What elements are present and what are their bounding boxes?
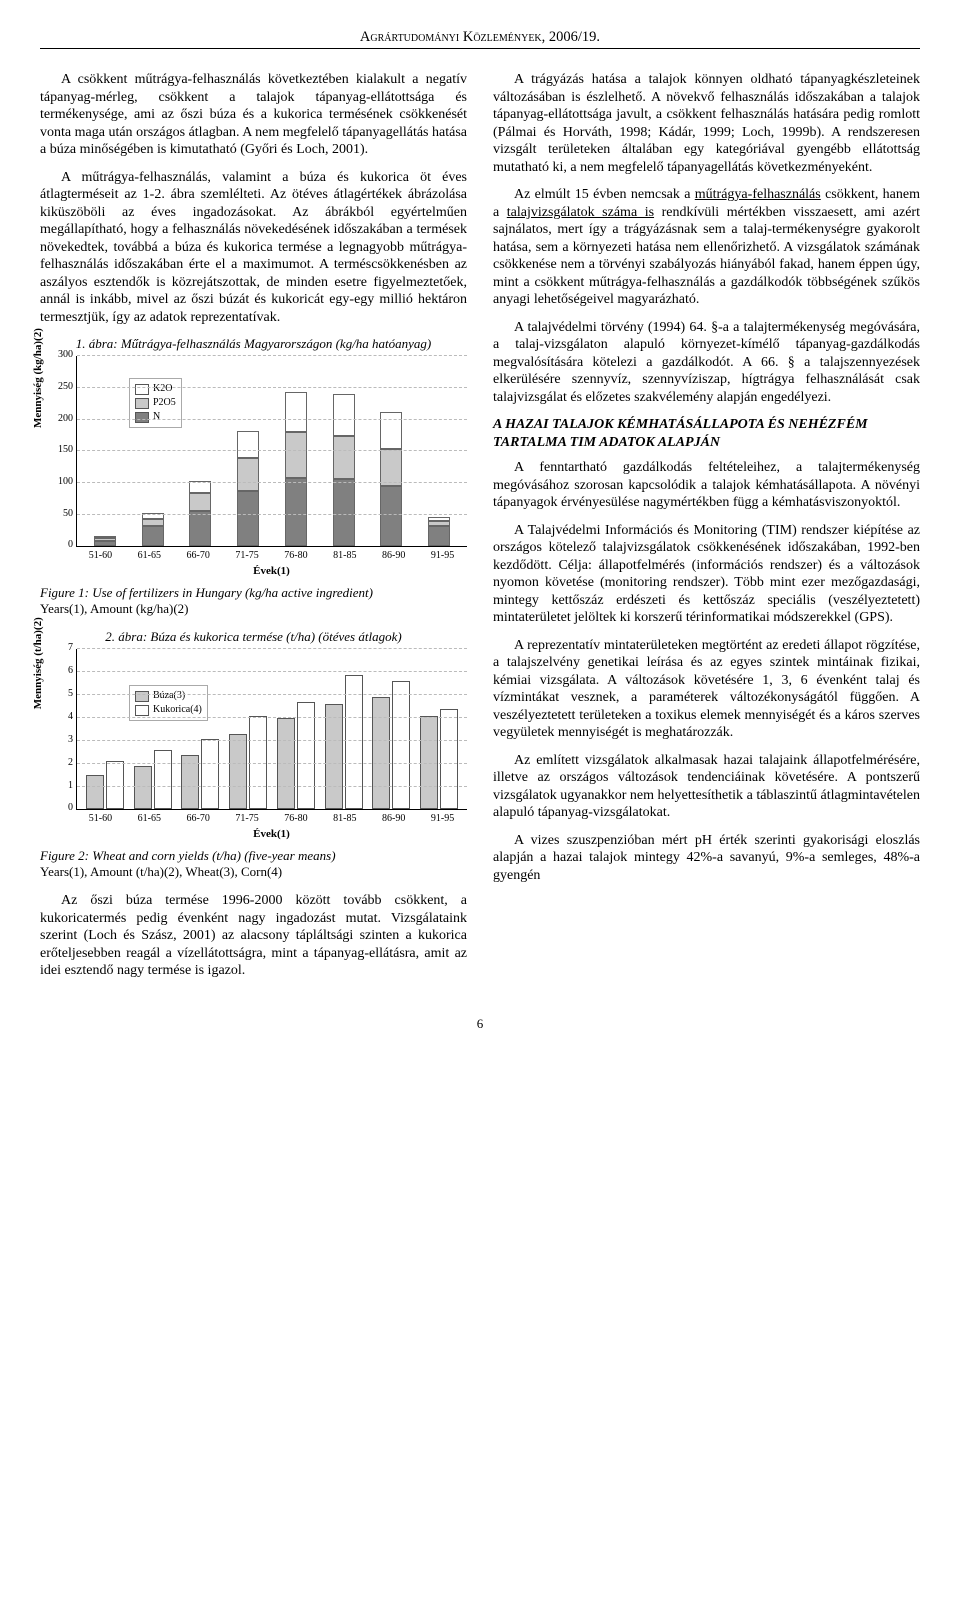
- right-para-6: A reprezentatív mintaterületeken megtört…: [493, 637, 920, 742]
- fig1-sub: Years(1), Amount (kg/ha)(2): [40, 601, 467, 617]
- fig2-sub: Years(1), Amount (t/ha)(2), Wheat(3), Co…: [40, 864, 467, 880]
- right-column: A trágyázás hatása a talajok könnyen old…: [493, 71, 920, 990]
- chart1-bar: [380, 412, 402, 546]
- right-para-2c: rendkívüli mértékben visszaesett, ami az…: [493, 205, 920, 308]
- chart2-bar-group: [277, 702, 315, 809]
- chart2-bar-group: [372, 681, 410, 809]
- chart1-x-axis: 51-6061-6566-7071-7576-8081-8586-9091-95: [76, 550, 467, 563]
- right-para-3: A talajvédelmi törvény (1994) 64. §-a a …: [493, 319, 920, 407]
- left-para-3: Az őszi búza termése 1996-2000 között to…: [40, 892, 467, 980]
- right-para-5: A Talajvédelmi Információs és Monitoring…: [493, 522, 920, 627]
- left-column: A csökkent műtrágya-felhasználás követke…: [40, 71, 467, 990]
- section-title: A HAZAI TALAJOK KÉMHATÁSÁLLAPOTA ÉS NEHÉ…: [493, 416, 920, 451]
- chart2-bar-group: [134, 750, 172, 809]
- chart2-x-title: Évek(1): [76, 828, 467, 842]
- fig2-title: 2. ábra: Búza és kukorica termése (t/ha)…: [40, 629, 467, 645]
- chart1-bar: [237, 431, 259, 546]
- chart2-x-axis: 51-6061-6566-7071-7576-8081-8586-9091-95: [76, 813, 467, 826]
- right-para-2a: Az elmúlt 15 évben nemcsak a: [514, 187, 695, 202]
- right-para-4: A fenntartható gazdálkodás feltételeihez…: [493, 459, 920, 512]
- page-number: 6: [40, 1016, 920, 1032]
- chart-1: Mennyiség (kg/ha)(2) K2OP2O5N 0501001502…: [40, 356, 467, 578]
- left-para-1: A csökkent műtrágya-felhasználás követke…: [40, 71, 467, 159]
- chart1-bar: [333, 394, 355, 546]
- fig1-title: 1. ábra: Műtrágya-felhasználás Magyarors…: [40, 336, 467, 352]
- right-para-1: A trágyázás hatása a talajok könnyen old…: [493, 71, 920, 176]
- chart1-bar: [142, 513, 164, 546]
- chart1-bar: [94, 536, 116, 546]
- chart1-plot: K2OP2O5N 050100150200250300: [76, 356, 467, 547]
- chart-2: Mennyiség (t/ha)(2) Búza(3)Kukorica(4) 0…: [40, 649, 467, 841]
- fig1-caption: Figure 1: Use of fertilizers in Hungary …: [40, 585, 467, 601]
- chart2-plot: Búza(3)Kukorica(4) 01234567: [76, 649, 467, 810]
- chart1-bar: [285, 392, 307, 547]
- chart1-bar: [428, 517, 450, 546]
- right-para-8: A vizes szuszpenzióban mért pH érték sze…: [493, 832, 920, 885]
- page-header: Agrártudományi Közlemények, 2006/19.: [40, 28, 920, 49]
- two-column-layout: A csökkent műtrágya-felhasználás követke…: [40, 71, 920, 990]
- fig2-caption: Figure 2: Wheat and corn yields (t/ha) (…: [40, 848, 467, 864]
- chart2-bar-group: [181, 739, 219, 810]
- underline-2: talajvizsgálatok száma is: [507, 205, 654, 220]
- chart1-y-label: Mennyiség (kg/ha)(2): [32, 328, 46, 428]
- right-para-7: Az említett vizsgálatok alkalmasak hazai…: [493, 752, 920, 822]
- chart2-bar-group: [420, 709, 458, 810]
- chart2-y-label: Mennyiség (t/ha)(2): [32, 617, 46, 709]
- right-para-2: Az elmúlt 15 évben nemcsak a műtrágya-fe…: [493, 186, 920, 309]
- left-para-2: A műtrágya-felhasználás, valamint a búza…: [40, 169, 467, 327]
- chart1-bars: [77, 356, 467, 546]
- underline-1: műtrágya-felhasználás: [695, 187, 821, 202]
- chart1-x-title: Évek(1): [76, 565, 467, 579]
